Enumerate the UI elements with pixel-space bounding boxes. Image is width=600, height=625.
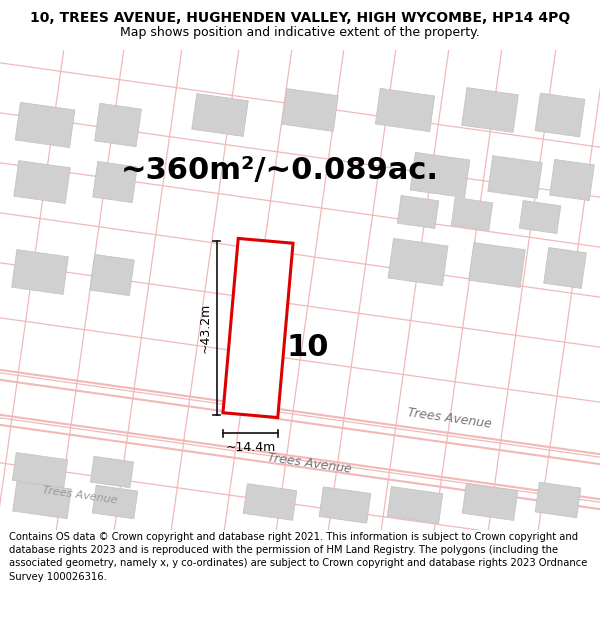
Polygon shape: [11, 249, 68, 294]
Text: 10, TREES AVENUE, HUGHENDEN VALLEY, HIGH WYCOMBE, HP14 4PQ: 10, TREES AVENUE, HUGHENDEN VALLEY, HIGH…: [30, 11, 570, 25]
Polygon shape: [375, 88, 435, 132]
Polygon shape: [519, 201, 561, 234]
Text: ~14.4m: ~14.4m: [225, 441, 275, 454]
Polygon shape: [550, 159, 595, 201]
Polygon shape: [92, 161, 137, 202]
Polygon shape: [91, 456, 134, 488]
Polygon shape: [388, 238, 448, 286]
Text: Map shows position and indicative extent of the property.: Map shows position and indicative extent…: [120, 26, 480, 39]
Text: Trees Avenue: Trees Avenue: [267, 451, 353, 476]
Polygon shape: [92, 485, 138, 519]
Polygon shape: [488, 156, 542, 198]
Polygon shape: [89, 254, 134, 296]
Polygon shape: [387, 486, 443, 524]
Text: Contains OS data © Crown copyright and database right 2021. This information is : Contains OS data © Crown copyright and d…: [9, 532, 587, 581]
Polygon shape: [13, 452, 68, 488]
Polygon shape: [535, 93, 585, 137]
Polygon shape: [13, 481, 71, 519]
Polygon shape: [544, 248, 586, 289]
Text: 10: 10: [287, 334, 329, 362]
Polygon shape: [410, 152, 470, 198]
Polygon shape: [14, 161, 70, 204]
Polygon shape: [469, 242, 526, 288]
Polygon shape: [319, 487, 371, 523]
Polygon shape: [535, 482, 581, 518]
Polygon shape: [462, 484, 518, 521]
Text: ~43.2m: ~43.2m: [199, 303, 212, 353]
Polygon shape: [192, 94, 248, 136]
Polygon shape: [451, 198, 493, 231]
Polygon shape: [397, 196, 439, 229]
Text: Trees Avenue: Trees Avenue: [42, 485, 118, 505]
Polygon shape: [282, 89, 338, 131]
Polygon shape: [461, 88, 518, 132]
Polygon shape: [15, 102, 75, 148]
Polygon shape: [223, 238, 293, 418]
Text: Trees Avenue: Trees Avenue: [407, 406, 493, 431]
Polygon shape: [95, 103, 142, 147]
Polygon shape: [243, 484, 297, 521]
Text: ~360m²/~0.089ac.: ~360m²/~0.089ac.: [121, 156, 439, 184]
